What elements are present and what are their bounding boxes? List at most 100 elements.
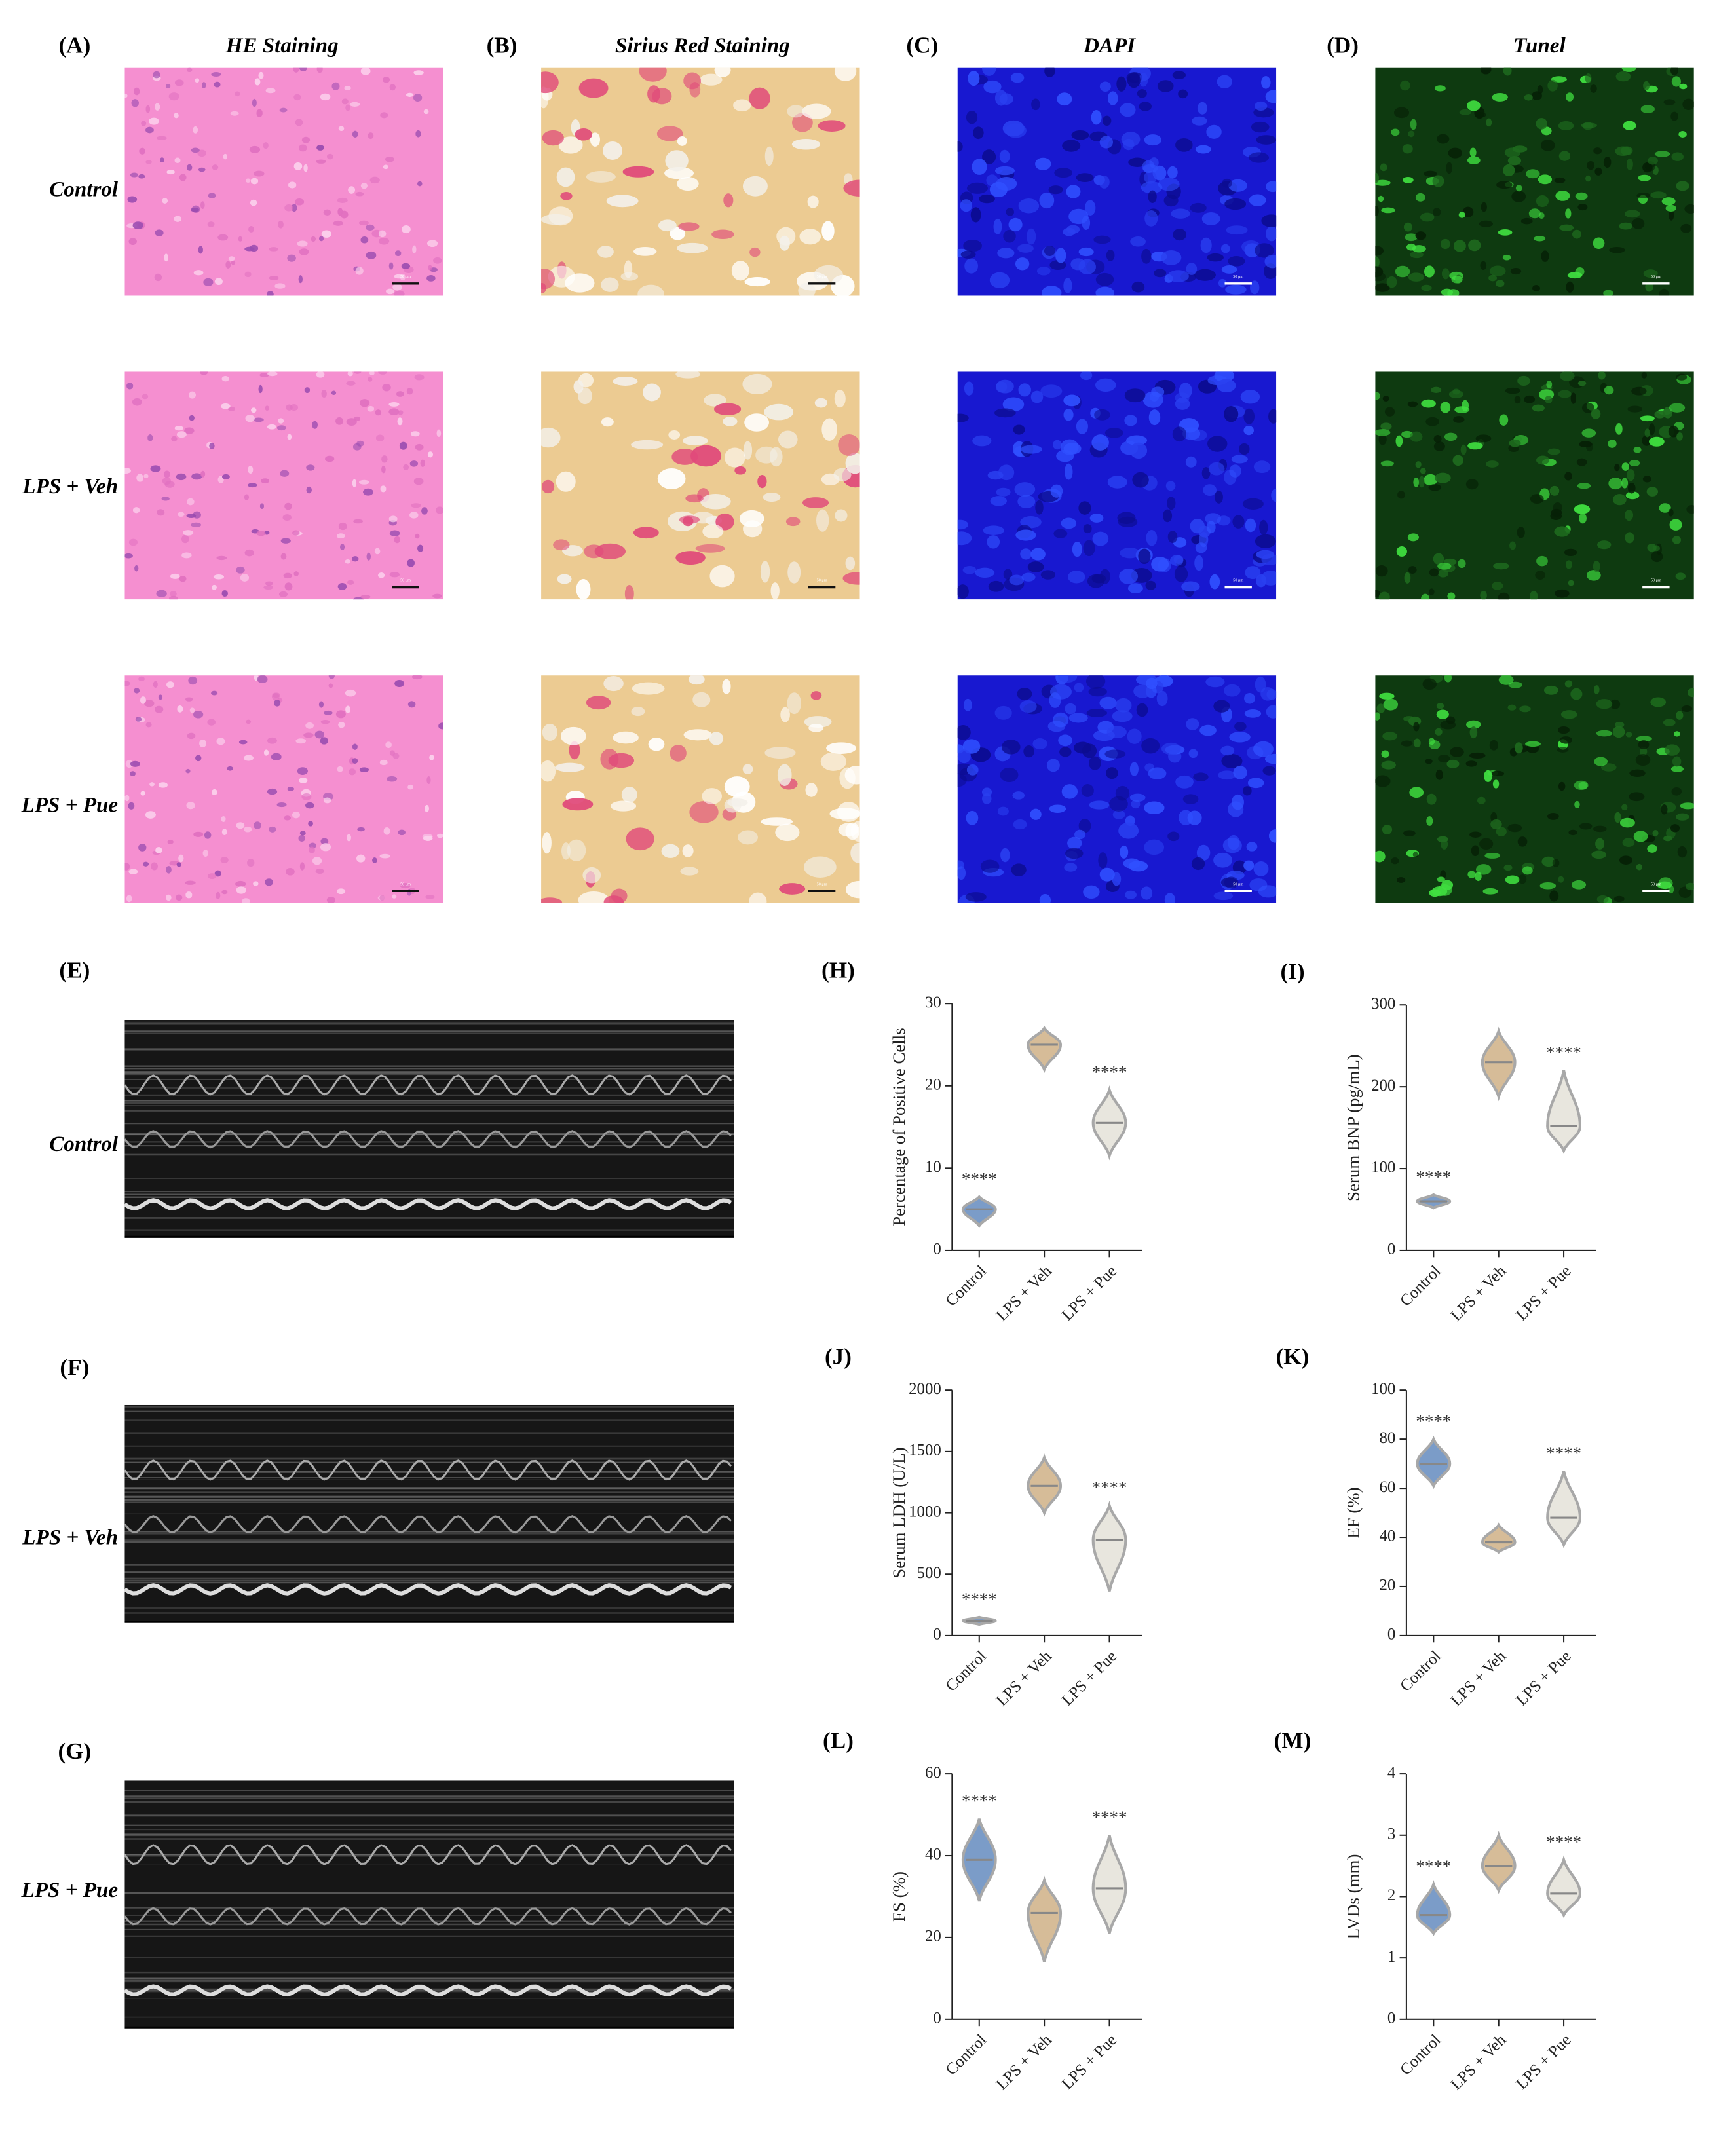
texture <box>1375 256 1380 269</box>
texture <box>436 506 443 514</box>
micrograph-bg <box>541 371 860 600</box>
texture <box>1629 792 1645 802</box>
texture <box>1635 754 1651 766</box>
texture <box>1242 498 1264 510</box>
texture <box>1410 119 1417 130</box>
texture <box>318 701 324 708</box>
texture <box>1536 195 1549 208</box>
texture <box>156 136 167 140</box>
texture <box>128 538 138 546</box>
texture <box>744 413 770 432</box>
texture <box>560 192 573 200</box>
texture <box>1151 556 1169 572</box>
texture <box>335 710 346 719</box>
texture <box>292 530 300 536</box>
texture <box>389 530 400 536</box>
texture <box>211 789 217 796</box>
column-title: HE Staining <box>225 33 339 58</box>
texture <box>1565 208 1572 219</box>
texture <box>1663 719 1676 726</box>
texture <box>389 750 395 756</box>
texture <box>1615 422 1623 435</box>
texture <box>273 700 281 707</box>
texture <box>1559 224 1574 231</box>
texture <box>1558 876 1564 883</box>
texture <box>195 78 200 83</box>
texture <box>191 473 202 480</box>
texture <box>700 494 731 510</box>
texture <box>1642 476 1651 483</box>
texture <box>1646 487 1659 497</box>
texture <box>1124 388 1146 403</box>
texture <box>251 407 257 413</box>
texture <box>1040 570 1055 580</box>
texture <box>1144 839 1165 855</box>
texture <box>207 221 215 227</box>
texture <box>236 566 245 574</box>
texture <box>288 181 297 189</box>
texture <box>557 574 572 584</box>
texture <box>749 892 767 903</box>
micrograph <box>1375 371 1694 600</box>
texture <box>1172 71 1186 80</box>
texture <box>1433 434 1442 443</box>
scale-bar-label: 50 μm <box>400 274 411 279</box>
texture <box>1201 467 1211 479</box>
texture <box>835 509 848 522</box>
texture <box>1424 265 1435 278</box>
texture <box>1194 269 1216 281</box>
echo-wave <box>123 1984 732 1997</box>
texture <box>1080 371 1093 381</box>
echo-wave <box>123 1198 732 1210</box>
texture <box>1510 267 1522 275</box>
texture <box>1139 102 1152 111</box>
texture <box>258 71 264 79</box>
texture <box>957 141 963 152</box>
texture <box>263 585 273 590</box>
texture <box>1496 181 1513 189</box>
texture <box>244 549 254 557</box>
texture <box>1436 709 1449 719</box>
texture <box>406 388 413 395</box>
texture <box>130 760 140 767</box>
texture <box>1407 401 1418 407</box>
y-axis-label: Serum LDH (U/L) <box>889 1447 909 1578</box>
texture <box>126 895 132 903</box>
texture <box>834 67 857 81</box>
texture <box>1593 237 1605 250</box>
texture <box>284 582 293 591</box>
texture <box>833 468 852 481</box>
texture <box>1146 530 1158 546</box>
texture <box>1575 267 1585 276</box>
texture <box>1005 123 1027 138</box>
texture <box>242 898 250 903</box>
texture <box>269 275 279 280</box>
texture <box>1104 428 1123 438</box>
texture <box>337 583 347 590</box>
texture <box>227 406 236 411</box>
texture <box>1507 823 1522 833</box>
texture <box>1554 526 1570 537</box>
texture <box>1139 73 1148 87</box>
texture <box>633 527 659 539</box>
texture <box>1243 408 1255 424</box>
texture <box>1590 84 1597 93</box>
texture <box>221 816 226 822</box>
texture <box>989 181 1008 198</box>
texture <box>347 834 351 842</box>
texture <box>189 707 195 713</box>
texture <box>970 207 981 223</box>
texture <box>603 675 624 692</box>
texture <box>1078 819 1091 833</box>
texture <box>165 84 171 88</box>
texture <box>1102 115 1112 126</box>
x-tick-label: LPS + Pue <box>1513 1262 1574 1324</box>
texture <box>145 160 152 164</box>
texture <box>298 275 303 284</box>
texture <box>804 856 837 878</box>
texture <box>1239 443 1250 455</box>
micrograph <box>124 675 443 903</box>
texture <box>1670 111 1678 121</box>
texture <box>1112 710 1133 722</box>
texture <box>417 181 423 187</box>
